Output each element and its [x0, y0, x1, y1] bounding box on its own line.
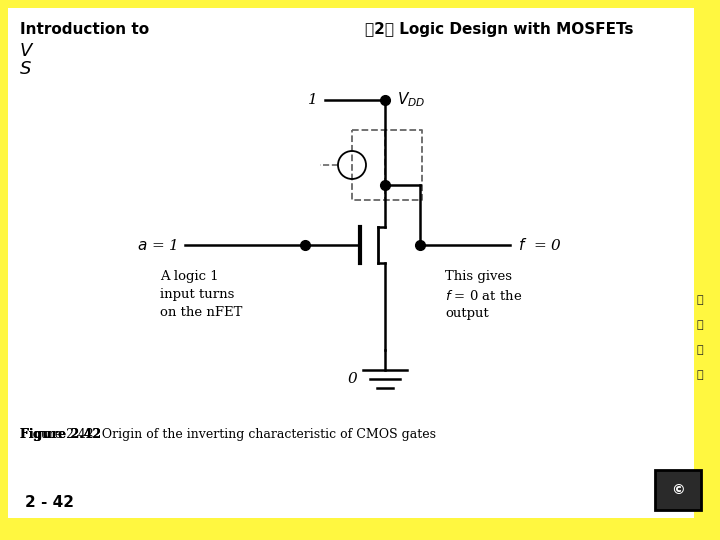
- Text: 2 - 42: 2 - 42: [25, 495, 74, 510]
- Text: 1: 1: [308, 93, 318, 107]
- Bar: [655, 470, 701, 510]
- Text: Figure 2.42  Origin of the inverting characteristic of CMOS gates: Figure 2.42 Origin of the inverting char…: [20, 428, 436, 441]
- Text: 回: 回: [697, 345, 703, 355]
- Text: This gives
$f$ = 0 at the
output: This gives $f$ = 0 at the output: [445, 270, 522, 321]
- Text: ©: ©: [671, 483, 685, 497]
- Text: Introduction to: Introduction to: [20, 22, 149, 37]
- Text: Figure 2.42: Figure 2.42: [20, 428, 101, 441]
- Text: 式: 式: [697, 295, 703, 305]
- Text: $a$ = 1: $a$ = 1: [138, 238, 178, 253]
- Text: $V_{DD}$: $V_{DD}$: [397, 91, 426, 109]
- Text: V: V: [20, 42, 32, 60]
- Text: A logic 1
input turns
on the nFET: A logic 1 input turns on the nFET: [160, 270, 243, 319]
- Text: Figure 2.42: Figure 2.42: [20, 428, 101, 441]
- Text: 機: 機: [697, 320, 703, 330]
- Text: 路: 路: [697, 370, 703, 380]
- Text: 0: 0: [347, 372, 357, 386]
- Text: $f$  = 0: $f$ = 0: [518, 237, 562, 253]
- Text: S: S: [20, 60, 32, 78]
- Text: 第2章 Logic Design with MOSFETs: 第2章 Logic Design with MOSFETs: [365, 22, 634, 37]
